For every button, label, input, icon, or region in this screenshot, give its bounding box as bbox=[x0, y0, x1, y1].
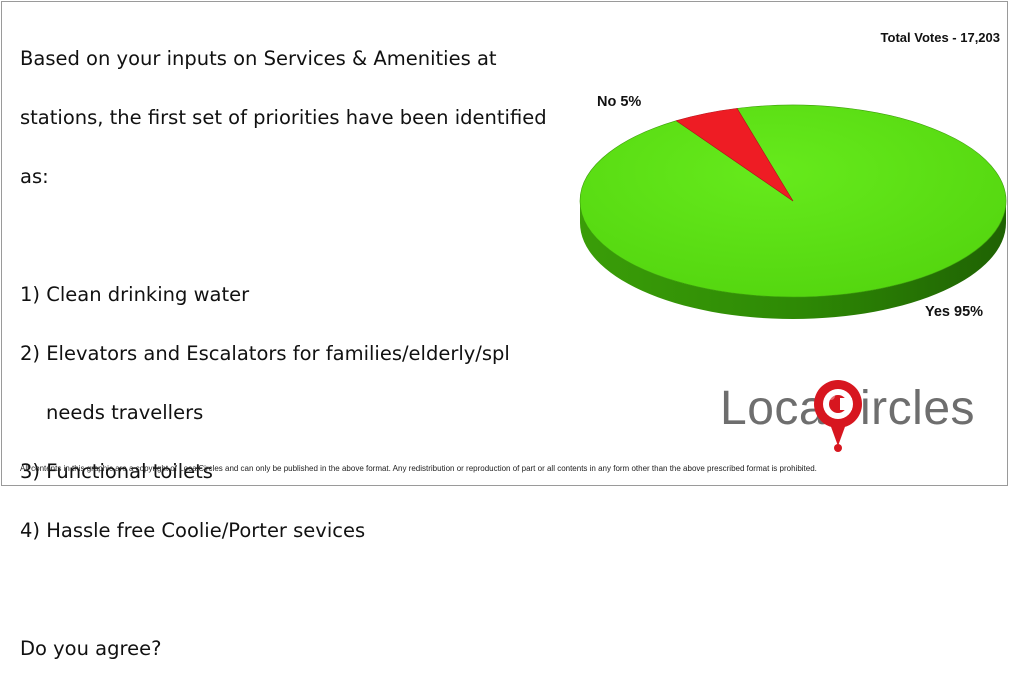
total-votes: Total Votes - 17,203 bbox=[880, 30, 1000, 45]
copyright-notice: All contents in this graphic are a copyr… bbox=[20, 464, 817, 473]
slice-label-no: No 5% bbox=[597, 94, 642, 110]
poll-prompt: Do you agree? bbox=[20, 636, 162, 660]
slice-label-yes: Yes 95% bbox=[925, 304, 984, 320]
question-line: stations, the first set of priorities ha… bbox=[20, 105, 547, 129]
priority-item: 1) Clean drinking water bbox=[20, 282, 250, 306]
localcircles-logo: Local ircles bbox=[720, 376, 1005, 456]
priority-item: 2) Elevators and Escalators for families… bbox=[20, 341, 510, 365]
poll-question: Based on your inputs on Services & Ameni… bbox=[20, 14, 580, 693]
question-line: Based on your inputs on Services & Ameni… bbox=[20, 46, 497, 70]
pie-chart bbox=[579, 104, 1007, 319]
logo-pin-icon bbox=[814, 380, 862, 452]
slice-side-yes bbox=[580, 201, 1006, 319]
priority-item-continued: needs travellers bbox=[46, 400, 204, 424]
spacer bbox=[20, 575, 580, 605]
logo-text-right: ircles bbox=[860, 382, 976, 435]
slice-no bbox=[675, 108, 794, 202]
question-line: as: bbox=[20, 164, 49, 188]
priority-item: 4) Hassle free Coolie/Porter sevices bbox=[20, 518, 366, 542]
priority-item: 3) Functional toilets bbox=[20, 459, 213, 483]
